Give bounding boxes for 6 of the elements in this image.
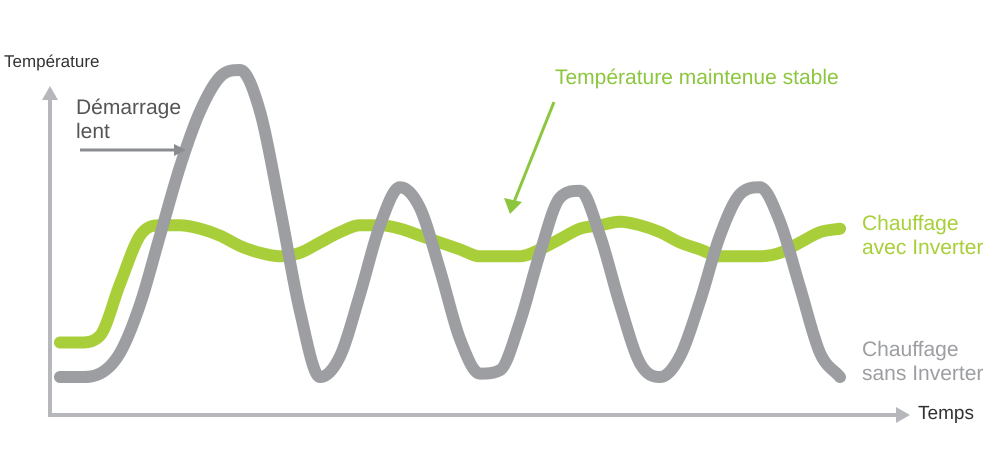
series-label: Chauffage sans Inverter <box>862 338 984 386</box>
annotation: Démarrage lent <box>76 96 182 144</box>
y-axis-title: Température <box>4 51 100 73</box>
series-label: Chauffage avec Inverter <box>862 212 984 260</box>
annotation: Température maintenue stable <box>555 66 840 90</box>
x-axis-title: Temps <box>918 402 975 426</box>
